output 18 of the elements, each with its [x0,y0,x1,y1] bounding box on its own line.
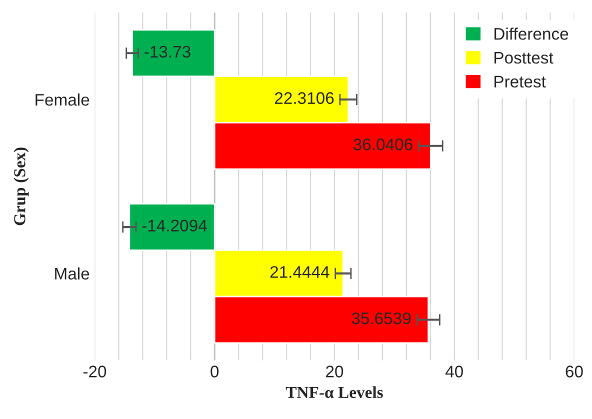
data-label: 22.3106 [274,92,334,104]
x-tick-label: 40 [445,366,463,378]
y-tick-label: Male [55,267,90,280]
y-tick-label: Female [36,93,90,106]
x-axis-title: TNF-α Levels [286,386,383,398]
x-tick-label: -20 [83,366,106,378]
x-tick-label: 60 [566,366,583,378]
data-label: -14.2094 [142,220,207,232]
legend-label: Pretest [494,76,546,88]
data-label: -13.73 [144,46,190,58]
legend-label: Posttest [494,52,554,64]
data-label: 36.0406 [353,138,412,150]
x-tick-label: 0 [210,366,219,378]
x-tick-label: 20 [326,366,344,378]
data-label: 21.4444 [270,266,330,278]
y-axis-title: Grup (Sex) [14,148,29,226]
data-label: 35.6539 [352,312,411,324]
legend-label: Difference [494,28,568,40]
